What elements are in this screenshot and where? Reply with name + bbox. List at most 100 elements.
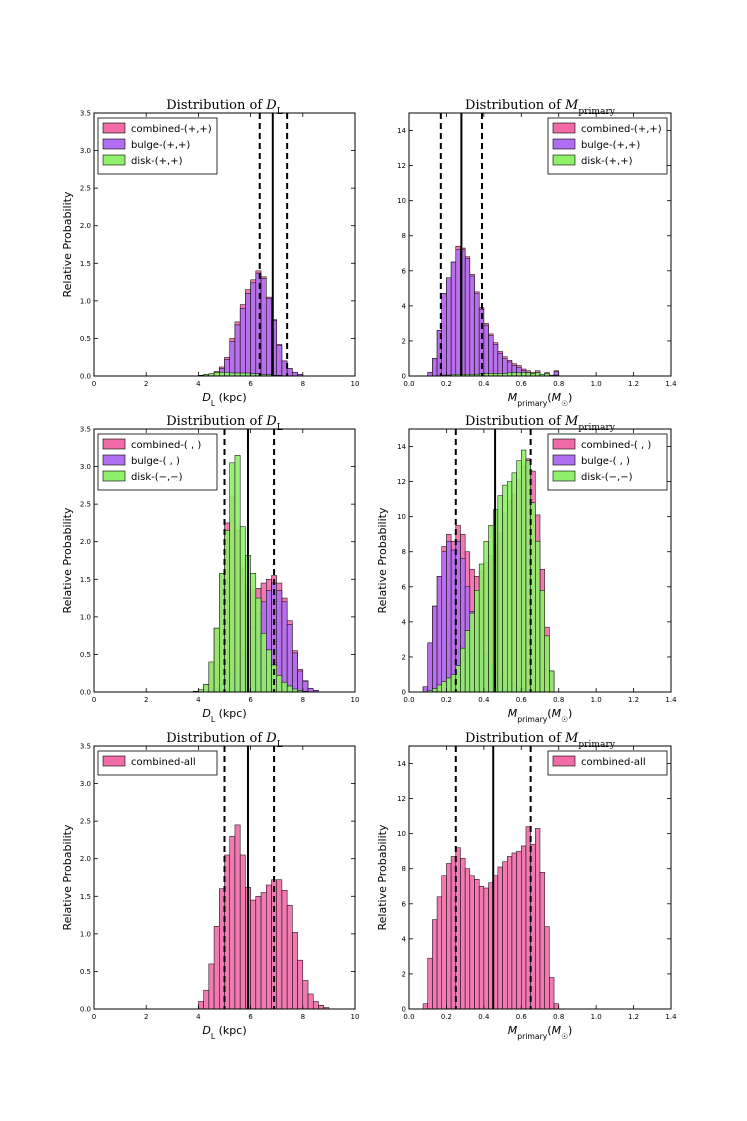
y-tick-label: 6 (402, 583, 407, 591)
bar-disk-23 (535, 372, 541, 376)
x-axis-label: Mprimary​(M☉​) (508, 707, 573, 724)
bar-combined-12 (260, 892, 267, 1009)
x-tick-label: 8 (301, 380, 305, 388)
bar-combined-21 (307, 993, 314, 1009)
bar-bulge-3 (436, 576, 443, 692)
bars (427, 246, 559, 376)
bar-disk-9 (464, 630, 471, 692)
bars (198, 824, 330, 1009)
bar-combined-20 (302, 980, 309, 1009)
bar-bulge-14 (492, 344, 499, 376)
y-tick-label: 1.5 (80, 260, 91, 268)
bar-combined-10 (250, 899, 257, 1009)
y-tick-label: 14 (397, 443, 406, 451)
legend: combined-(+,+) bulge-(+,+) disk-(+,+) (547, 117, 668, 175)
bar-bulge-5 (446, 540, 452, 692)
y-tick-label: 0 (402, 1006, 406, 1014)
axes-frame (93, 428, 356, 693)
bar-combined-17 (502, 861, 508, 1009)
legend: combined-( , ) bulge-( , ) disk-(−,−) (97, 433, 218, 491)
bar-combined-17 (286, 905, 293, 1009)
x-tick-label: 6 (248, 1013, 253, 1021)
bar-disk-13 (483, 540, 489, 692)
legend-swatch-bulge (102, 454, 126, 466)
bar-combined-28 (553, 1003, 559, 1009)
bar-combined-18 (292, 932, 298, 1009)
legend: combined-( , ) bulge-( , ) disk-(−,−) (547, 433, 668, 491)
bar-bulge-1 (427, 642, 433, 692)
legend-swatch-combined (102, 438, 126, 450)
bar-bulge-1 (432, 358, 438, 376)
bar-bulge-22 (307, 687, 314, 692)
x-tick-label: 10 (351, 696, 360, 704)
x-tick-label: 6 (248, 696, 253, 704)
y-tick-label: 2 (402, 970, 406, 978)
bar-disk-3 (208, 661, 215, 692)
y-tick-label: 1.5 (80, 893, 91, 901)
x-tick-label: 1.0 (591, 696, 602, 704)
bar-bulge-10 (474, 293, 480, 376)
x-tick-label: 0.4 (478, 1013, 490, 1021)
bar-combined-10 (469, 875, 475, 1009)
bar-disk-8 (234, 455, 241, 692)
y-tick-label: 0 (402, 373, 406, 381)
x-tick-label: 8 (301, 696, 305, 704)
bar-combined-23 (318, 1004, 324, 1009)
bar-bulge-4 (441, 551, 447, 692)
legend-label-combined: combined-all (581, 757, 646, 768)
y-tick-label: 2.5 (80, 185, 91, 193)
legend-label-disk: disk-(+,+) (581, 156, 633, 167)
bar-combined-11 (474, 879, 480, 1009)
bar-bulge-15 (276, 344, 283, 376)
bar-disk-4 (219, 371, 225, 376)
bar-bulge-17 (281, 601, 288, 692)
chart-panel-1: 0 2 4 6 8 10 0.0 0.5 1.0 1.5 2.0 2.5 3.0 3.5 Distribut… (61, 98, 359, 408)
bar-bulge-9 (469, 275, 475, 376)
bar-bulge-7 (234, 324, 241, 376)
x-tick-label: 1.4 (665, 1013, 677, 1021)
legend-label-combined: combined-all (131, 757, 196, 768)
x-tick-label: 0.2 (441, 1013, 452, 1021)
bar-bulge-2 (432, 605, 438, 692)
bar-combined-2 (432, 919, 438, 1009)
bar-disk-20 (521, 372, 527, 376)
bars (422, 449, 555, 692)
bar-disk-16 (497, 495, 503, 692)
x-axis-label: DL​ (kpc) (202, 707, 246, 724)
legend-label-combined: combined-( , ) (581, 440, 651, 451)
x-tick-label: 4 (196, 696, 201, 704)
bar-disk-4 (441, 681, 447, 692)
y-tick-label: 1.0 (80, 297, 91, 305)
bar-combined-18 (507, 856, 513, 1009)
y-tick-label: 8 (402, 865, 406, 873)
y-tick-label: 1.0 (80, 930, 91, 938)
bar-bulge-18 (292, 371, 298, 376)
y-tick-label: 0.5 (80, 651, 91, 659)
y-tick-label: 3.5 (80, 743, 91, 751)
bar-disk-12 (478, 563, 485, 692)
y-tick-label: 3.0 (80, 147, 91, 155)
x-tick-label: 1.0 (591, 380, 602, 388)
x-tick-label: 0 (92, 696, 96, 704)
x-tick-label: 6 (248, 380, 253, 388)
legend-swatch-disk (552, 154, 576, 166)
y-tick-label: 0.0 (80, 689, 91, 697)
legend-swatch-combined (552, 438, 576, 450)
bars (198, 270, 304, 376)
bar-bulge-10 (250, 282, 257, 376)
axes-frame (93, 112, 356, 377)
bar-combined-2 (208, 963, 215, 1009)
axes-frame (93, 745, 356, 1010)
chart-title: Distribution of DL​ (166, 731, 283, 750)
y-tick-label: 0.0 (80, 1006, 91, 1014)
x-tick-label: 1.4 (665, 380, 677, 388)
legend-swatch-disk (552, 470, 576, 482)
y-tick-label: 10 (397, 197, 406, 205)
bar-disk-27 (549, 670, 555, 692)
axes-frame (408, 745, 672, 1010)
y-tick-label: 6 (402, 267, 407, 275)
x-tick-label: 1.2 (628, 1013, 639, 1021)
legend-label-disk: disk-(−,−) (581, 472, 633, 483)
bar-bulge-0 (422, 686, 428, 692)
bar-combined-1 (427, 957, 433, 1009)
